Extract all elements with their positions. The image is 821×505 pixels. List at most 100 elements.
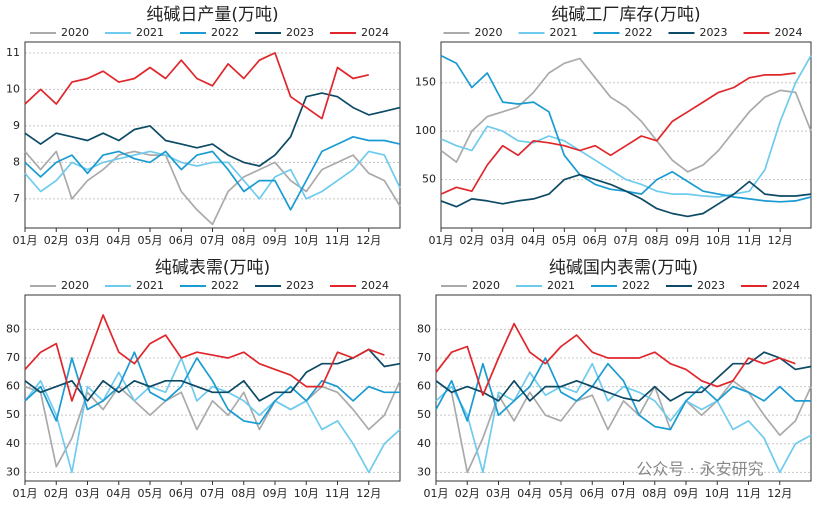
x-tick-label: 11月	[737, 234, 762, 247]
y-tick-label: 40	[6, 437, 20, 450]
x-tick-label: 08月	[231, 487, 256, 500]
legend-label: 2020	[61, 279, 89, 292]
legend-bg	[328, 26, 399, 40]
series-line	[24, 150, 401, 226]
legend-label: 2021	[136, 26, 164, 39]
series-line	[24, 380, 401, 468]
plot-frame	[24, 41, 401, 229]
legend-bg	[666, 26, 738, 40]
x-tick-label: 01月	[429, 234, 454, 247]
legend-bg	[664, 279, 735, 293]
x-tick-label: 07月	[200, 487, 225, 500]
x-tick-label: 08月	[642, 487, 667, 500]
series-line	[435, 362, 812, 474]
x-tick-label: 04月	[106, 234, 131, 247]
legend-bg	[516, 26, 588, 40]
series-line	[435, 357, 811, 431]
legend-bg	[328, 279, 399, 293]
x-tick-label: 02月	[455, 487, 480, 500]
series-line	[440, 55, 812, 198]
x-tick-label: 11月	[736, 487, 761, 500]
legend-bg	[441, 26, 513, 40]
chart-panel: 纯碱日产量(万吨) 7 8 9 10 11 01月 02月 03月 04月 05月 06月 07月 08月…	[6, 5, 401, 247]
x-tick-label: 07月	[611, 487, 636, 500]
chart-panel: 纯碱表需(万吨) 30 40 50 60 70 80 01月 02月 03月 04月 05月 06月 07…	[6, 258, 401, 500]
plot-frame	[24, 294, 401, 482]
y-tick-label: 70	[417, 351, 431, 364]
legend-label: 2023	[700, 26, 728, 39]
x-tick-label: 01月	[13, 234, 38, 247]
legend-bg	[103, 26, 174, 40]
legend-bg	[103, 279, 174, 293]
x-tick-label: 05月	[552, 234, 577, 247]
series-line	[24, 348, 401, 402]
x-tick-label: 08月	[644, 234, 669, 247]
series-line	[24, 135, 401, 211]
y-tick-label: 150	[415, 76, 436, 89]
x-tick-label: 06月	[580, 487, 605, 500]
legend-bg	[589, 279, 660, 293]
x-tick-label: 03月	[490, 234, 515, 247]
legend-bg	[253, 279, 324, 293]
y-tick-label: 11	[6, 46, 20, 59]
series-line	[24, 351, 400, 425]
x-tick-label: 07月	[614, 234, 639, 247]
x-tick-label: 05月	[138, 487, 163, 500]
legend-label: 2020	[61, 26, 89, 39]
series-line	[435, 351, 812, 402]
x-tick-label: 08月	[231, 234, 256, 247]
y-tick-label: 50	[417, 408, 431, 421]
series-line	[440, 72, 796, 195]
legend-bg	[253, 26, 324, 40]
legend-bg	[514, 279, 585, 293]
y-tick-label: 60	[6, 380, 20, 393]
x-tick-label: 02月	[44, 487, 69, 500]
legend-label: 2024	[775, 26, 803, 39]
chart-panel: 纯碱工厂库存(万吨) 50 100 150 01月 02月 03月 04月 05月 06月 07月 0…	[415, 5, 813, 247]
y-tick-label: 10	[6, 82, 20, 95]
x-tick-label: 10月	[706, 234, 731, 247]
y-tick-label: 80	[417, 322, 431, 335]
legend-bg	[591, 26, 663, 40]
x-tick-label: 05月	[549, 487, 574, 500]
series-line	[435, 322, 796, 397]
x-tick-label: 06月	[169, 234, 194, 247]
chart-title: 纯碱表需(万吨)	[155, 258, 270, 278]
x-tick-label: 04月	[517, 487, 542, 500]
x-tick-label: 06月	[169, 487, 194, 500]
legend-bg	[178, 279, 249, 293]
legend-label: 2021	[136, 279, 164, 292]
plot-frame	[440, 41, 812, 229]
x-tick-label: 05月	[138, 234, 163, 247]
legend-label: 2021	[550, 26, 578, 39]
x-tick-label: 09月	[263, 234, 288, 247]
x-tick-label: 02月	[459, 234, 484, 247]
x-tick-label: 10月	[294, 487, 319, 500]
series-line	[440, 173, 812, 218]
legend-bg	[178, 26, 249, 40]
watermark: 公众号 · 永安研究	[636, 460, 763, 479]
x-tick-label: 02月	[44, 234, 69, 247]
legend-label: 2024	[361, 279, 389, 292]
legend-bg	[28, 279, 99, 293]
y-tick-label: 60	[417, 380, 431, 393]
y-tick-label: 50	[6, 408, 20, 421]
chart-panel: 纯碱国内表需(万吨) 30 40 50 60 70 80 01月 02月 03月 04月 05月 06月…	[417, 258, 812, 500]
chart-title: 纯碱工厂库存(万吨)	[551, 5, 700, 25]
x-tick-label: 10月	[294, 234, 319, 247]
series-line	[24, 92, 401, 167]
y-tick-label: 40	[417, 437, 431, 450]
y-tick-label: 8	[13, 155, 20, 168]
y-tick-label: 30	[6, 465, 20, 478]
x-tick-label: 03月	[486, 487, 511, 500]
chart-title: 纯碱日产量(万吨)	[146, 5, 278, 25]
x-tick-label: 03月	[75, 487, 100, 500]
legend-bg	[739, 279, 810, 293]
series-line	[24, 314, 385, 402]
legend-label: 2023	[286, 26, 314, 39]
x-tick-label: 09月	[674, 487, 699, 500]
series-line	[24, 357, 401, 474]
series-line	[24, 52, 369, 120]
y-tick-label: 80	[6, 322, 20, 335]
